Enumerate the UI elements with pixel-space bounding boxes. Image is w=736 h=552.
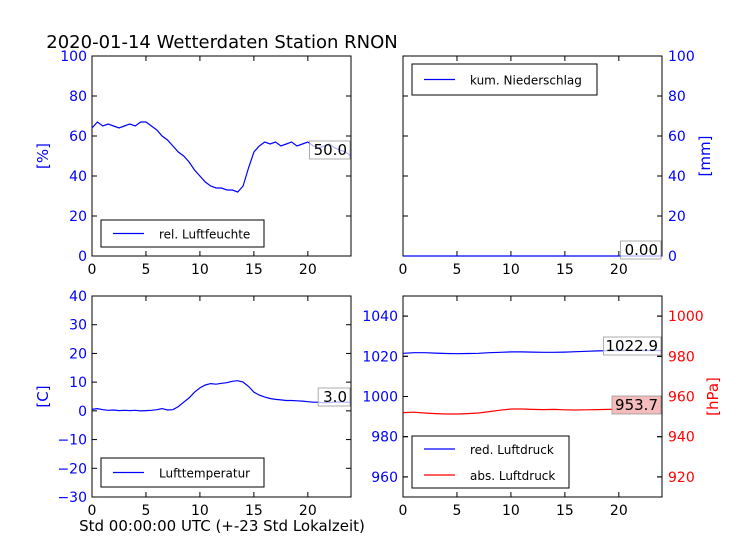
x-tick-label: 20 [610, 262, 628, 278]
x-axis-label: Std 00:00:00 UTC (+-23 Std Lokalzeit) [79, 517, 365, 535]
x-tick-label: 0 [399, 262, 408, 278]
x-tick-label: 0 [88, 503, 97, 519]
y-tick-label: 940 [668, 430, 695, 446]
x-tick-label: 20 [299, 503, 317, 519]
y-tick-label: 10 [69, 375, 87, 391]
y-tick-label: 40 [69, 289, 87, 305]
last-value-box [603, 336, 662, 356]
y-tick-label: 80 [69, 89, 87, 105]
x-tick-label: 5 [141, 262, 150, 278]
last-value-box [620, 240, 662, 260]
last-value-box [611, 395, 662, 415]
y-tick-label: 40 [69, 169, 87, 185]
last-value-label: 3.0 [323, 388, 347, 406]
x-tick-label: 5 [452, 503, 461, 519]
legend-entry: abs. Luftdruck [470, 469, 555, 483]
y-tick-label: 0 [78, 249, 87, 265]
x-tick-label: 10 [502, 262, 520, 278]
y-tick-label: 980 [668, 349, 695, 365]
x-tick-label: 20 [299, 262, 317, 278]
y-tick-label: −20 [57, 461, 87, 477]
y-axis-label: [C] [34, 385, 52, 407]
x-tick-label: 15 [245, 503, 263, 519]
y-tick-label: 960 [371, 470, 398, 486]
y-tick-label: 1000 [668, 309, 704, 325]
legend-entry: red. Luftdruck [470, 443, 554, 457]
y-tick-label: 60 [69, 129, 87, 145]
panel-temperature: 0 5 10 15 20 −30 −20 −10 0 10 20 30 40 [C] 3.0 Lufttemp… [34, 289, 352, 519]
last-value-label: 0.00 [625, 241, 658, 259]
y-tick-label: 20 [668, 209, 686, 225]
y-tick-label: 0 [668, 249, 677, 265]
x-tick-label: 15 [245, 262, 263, 278]
y-tick-label: 980 [371, 430, 398, 446]
last-value-box [309, 140, 351, 160]
y-tick-label: 1040 [362, 309, 398, 325]
x-tick-label: 15 [556, 262, 574, 278]
y-tick-label: 40 [668, 169, 686, 185]
x-tick-label: 10 [191, 503, 209, 519]
x-tick-label: 5 [452, 262, 461, 278]
y-tick-label: 0 [78, 404, 87, 420]
y-tick-label: −30 [57, 490, 87, 506]
x-tick-label: 5 [141, 503, 150, 519]
panel-pressure: 0 5 10 15 20 960 980 1000 1020 1040 920 940 960 980 10… [362, 295, 722, 519]
x-tick-label: 10 [502, 503, 520, 519]
y-axis-label: [%] [34, 143, 52, 169]
last-value-label: 50.0 [314, 141, 347, 159]
y-tick-label: 100 [668, 49, 695, 65]
y-tick-label: 80 [668, 89, 686, 105]
series-line-humidity-0 [91, 121, 352, 193]
y-tick-label: −10 [57, 433, 87, 449]
y-tick-label: 20 [69, 209, 87, 225]
legend-entry: rel. Luftfeuchte [159, 228, 250, 242]
legend-box [411, 435, 570, 489]
series-line-temperature-0 [91, 380, 351, 412]
last-value-label: 1022.9 [606, 337, 659, 355]
last-value-box [317, 387, 351, 407]
legend-entry: kum. Niederschlag [470, 74, 582, 88]
x-tick-label: 10 [191, 262, 209, 278]
y-tick-label: 30 [69, 318, 87, 334]
x-tick-label: 20 [610, 503, 628, 519]
x-tick-label: 15 [556, 503, 574, 519]
y-tick-label: 20 [69, 346, 87, 362]
y-axis-label: [mm] [696, 136, 714, 177]
y-axis-label: [hPa] [704, 377, 722, 416]
y-tick-label: 920 [668, 470, 695, 486]
y-tick-label: 1020 [362, 349, 398, 365]
y-tick-label: 1000 [362, 390, 398, 406]
panel-precipitation: 0 5 10 15 20 0 20 40 60 80 100 [mm] 0.00 kum. Nieders… [399, 49, 714, 278]
y-tick-label: 960 [668, 390, 695, 406]
panel-humidity: 0 5 10 15 20 0 20 40 60 80 100 [%] 50.0 rel. Luftfeuc… [34, 49, 352, 278]
figure-title: 2020-01-14 Wetterdaten Station RNON [46, 32, 397, 53]
y-tick-label: 100 [60, 49, 87, 65]
legend-entry: Lufttemperatur [159, 467, 250, 481]
x-tick-label: 0 [88, 262, 97, 278]
x-tick-label: 0 [399, 503, 408, 519]
last-value-label: 953.7 [615, 396, 658, 414]
y-tick-label: 60 [668, 129, 686, 145]
